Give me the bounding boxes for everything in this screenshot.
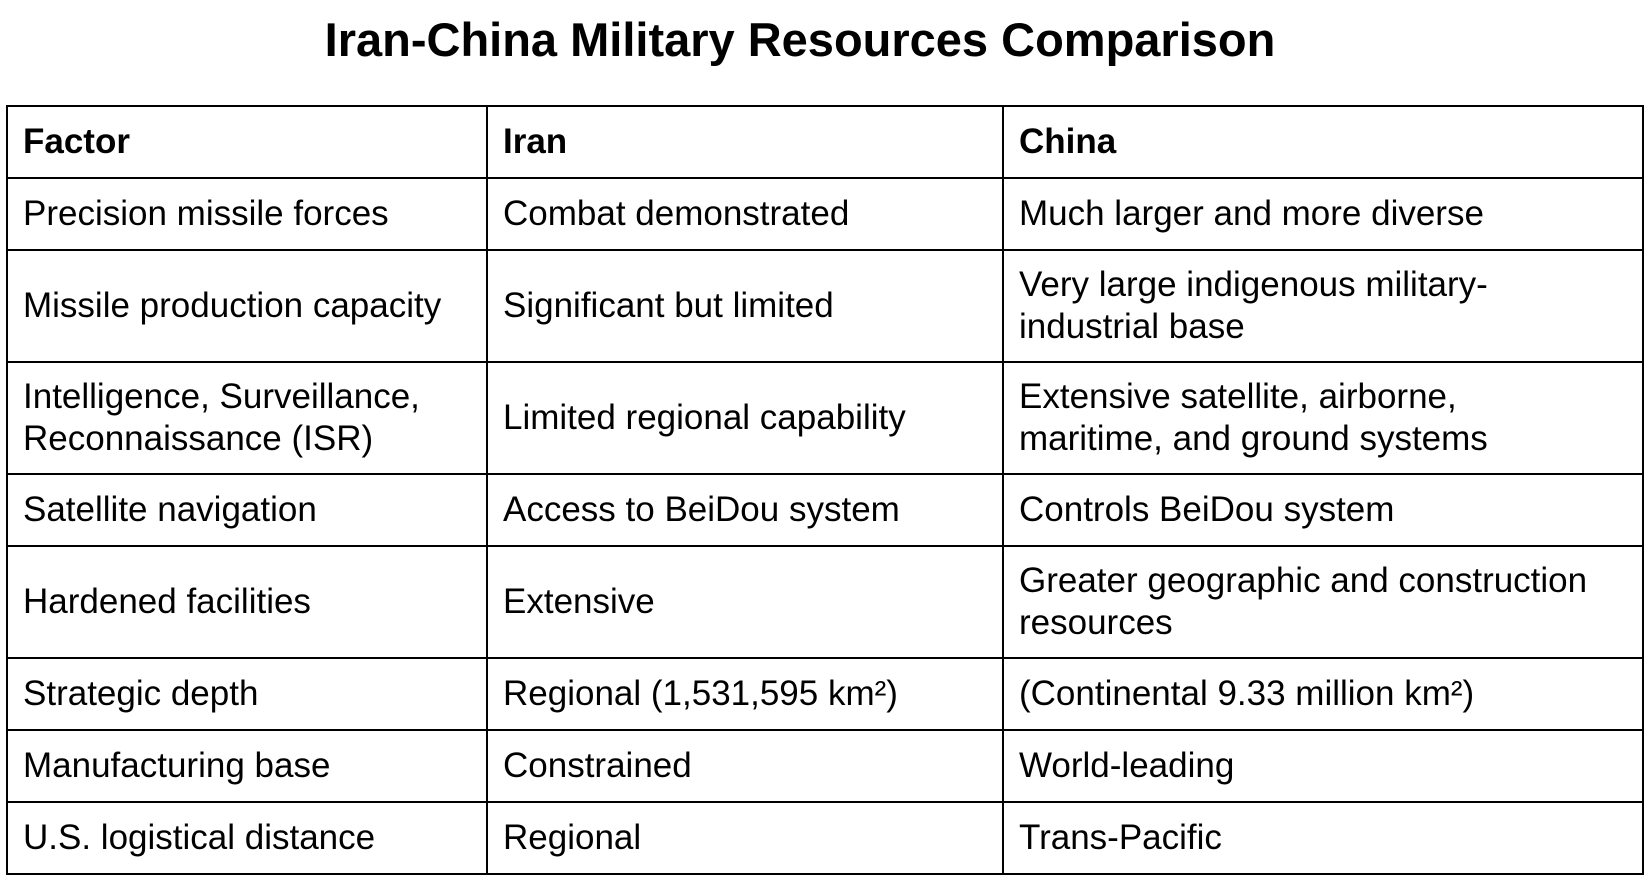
cell-line: (Continental 9.33 million km²): [1019, 674, 1475, 713]
china-cell: Trans-Pacific: [1002, 801, 1644, 875]
cell-line: Regional (1,531,595 km²): [503, 674, 898, 713]
cell-line: Constrained: [503, 746, 692, 785]
cell-line: Precision missile forces: [23, 194, 389, 233]
cell-line: Significant but limited: [503, 286, 834, 325]
header-iran: Iran: [486, 105, 1004, 179]
cell-line: resources: [1019, 603, 1173, 642]
cell-line: Trans-Pacific: [1019, 818, 1222, 857]
china-cell: Much larger and more diverse: [1002, 177, 1644, 251]
cell-line: Access to BeiDou system: [503, 490, 900, 529]
china-cell: Very large indigenous military-industria…: [1002, 249, 1644, 363]
factor-cell: Precision missile forces: [6, 177, 488, 251]
cell-line: Limited regional capability: [503, 398, 906, 437]
cell-line: Extensive satellite, airborne,: [1019, 377, 1457, 416]
table-row: Precision missile forces Combat demonstr…: [6, 177, 1644, 251]
table-row: Hardened facilities Extensive Greater ge…: [6, 545, 1644, 659]
cell-line: U.S. logistical distance: [23, 818, 376, 857]
cell-line: Hardened facilities: [23, 582, 311, 621]
table-header-row: Factor Iran China: [6, 105, 1644, 179]
factor-cell: Missile production capacity: [6, 249, 488, 363]
cell-line: Reconnaissance (ISR): [23, 419, 374, 458]
cell-line: Manufacturing base: [23, 746, 331, 785]
cell-line: Controls BeiDou system: [1019, 490, 1395, 529]
table-row: U.S. logistical distance Regional Trans-…: [6, 801, 1644, 875]
china-cell: (Continental 9.33 million km²): [1002, 657, 1644, 731]
cell-line: Combat demonstrated: [503, 194, 850, 233]
table-row: Manufacturing base Constrained World-lea…: [6, 729, 1644, 803]
factor-cell: Intelligence, Surveillance, Reconnaissanc…: [6, 361, 488, 475]
cell-line: Strategic depth: [23, 674, 259, 713]
comparison-table: Factor Iran China Precision missile forc…: [6, 105, 1644, 875]
china-cell: World-leading: [1002, 729, 1644, 803]
factor-cell: Manufacturing base: [6, 729, 488, 803]
china-cell: Greater geographic and construction resou…: [1002, 545, 1644, 659]
cell-line: Regional: [503, 818, 642, 857]
cell-line: Greater geographic and construction: [1019, 561, 1588, 600]
cell-line: Much larger and more diverse: [1019, 194, 1484, 233]
cell-line: Intelligence, Surveillance,: [23, 377, 420, 416]
cell-line: industrial base: [1019, 307, 1245, 346]
page-title: Iran-China Military Resources Comparison: [324, 13, 1276, 66]
iran-cell: Limited regional capability: [486, 361, 1004, 475]
iran-cell: Access to BeiDou system: [486, 473, 1004, 547]
header-factor: Factor: [6, 105, 488, 179]
cell-line: maritime, and ground systems: [1019, 419, 1488, 458]
iran-cell: Significant but limited: [486, 249, 1004, 363]
header-china: China: [1002, 105, 1644, 179]
cell-line: World-leading: [1019, 746, 1235, 785]
cell-line: Extensive: [503, 582, 655, 621]
factor-cell: Strategic depth: [6, 657, 488, 731]
table-row: Intelligence, Surveillance, Reconnaissanc…: [6, 361, 1644, 475]
iran-cell: Extensive: [486, 545, 1004, 659]
cell-line: Missile production capacity: [23, 286, 442, 325]
iran-cell: Regional: [486, 801, 1004, 875]
factor-cell: U.S. logistical distance: [6, 801, 488, 875]
factor-cell: Hardened facilities: [6, 545, 488, 659]
china-cell: Controls BeiDou system: [1002, 473, 1644, 547]
cell-line: Satellite navigation: [23, 490, 317, 529]
china-cell: Extensive satellite, airborne, maritime, …: [1002, 361, 1644, 475]
cell-line: Very large indigenous military-: [1019, 265, 1488, 304]
iran-cell: Regional (1,531,595 km²): [486, 657, 1004, 731]
table-row: Strategic depth Regional (1,531,595 km²)…: [6, 657, 1644, 731]
iran-cell: Combat demonstrated: [486, 177, 1004, 251]
table-row: Satellite navigation Access to BeiDou sy…: [6, 473, 1644, 547]
iran-cell: Constrained: [486, 729, 1004, 803]
table-row: Missile production capacity Significant …: [6, 249, 1644, 363]
factor-cell: Satellite navigation: [6, 473, 488, 547]
